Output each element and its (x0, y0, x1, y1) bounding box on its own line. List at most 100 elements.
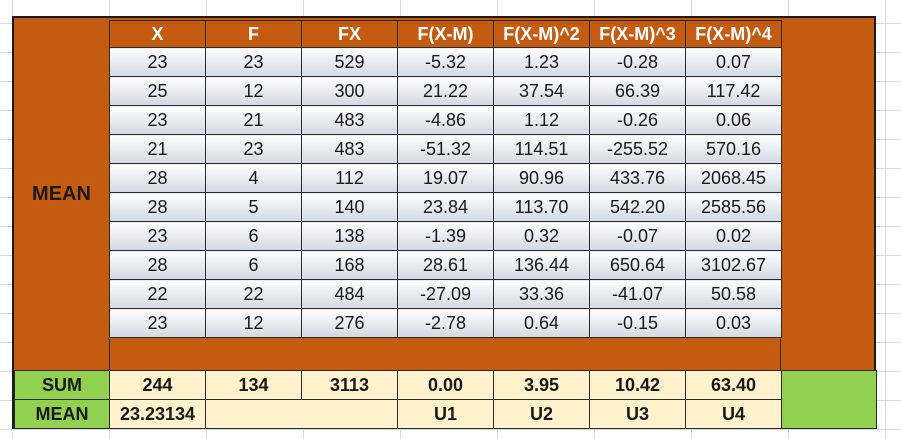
data-cell[interactable]: 21 (109, 134, 206, 164)
data-cell[interactable]: 3102.67 (685, 250, 782, 280)
data-cell[interactable]: -5.32 (397, 47, 494, 77)
data-cell[interactable]: 0.32 (493, 221, 590, 251)
column-header[interactable]: F(X-M)^4 (685, 20, 782, 48)
sum-label-cell[interactable]: SUM (14, 370, 110, 400)
data-cell[interactable]: 23 (205, 134, 302, 164)
data-cell[interactable]: 23 (109, 308, 206, 338)
data-cell[interactable]: -0.26 (589, 105, 686, 135)
data-cell[interactable]: 1.23 (493, 47, 590, 77)
sum-cell[interactable]: 3113 (301, 370, 398, 400)
column-header[interactable]: F(X-M) (397, 20, 494, 48)
data-cell[interactable]: 23 (109, 221, 206, 251)
data-cell[interactable]: 25 (109, 76, 206, 106)
column-header[interactable]: F(X-M)^2 (493, 20, 590, 48)
data-cell[interactable]: -2.78 (397, 308, 494, 338)
data-cell[interactable]: 23 (205, 47, 302, 77)
data-cell[interactable]: 0.06 (685, 105, 782, 135)
empty-merged-cell[interactable] (205, 399, 398, 429)
data-cell[interactable]: 542.20 (589, 192, 686, 222)
data-cell[interactable]: 138 (301, 221, 398, 251)
data-cell[interactable]: 21.22 (397, 76, 494, 106)
data-cell[interactable]: 483 (301, 134, 398, 164)
data-cell[interactable]: 0.02 (685, 221, 782, 251)
data-cell[interactable]: 0.03 (685, 308, 782, 338)
data-cell[interactable]: -0.07 (589, 221, 686, 251)
table-row: 23 6 138 -1.39 0.32 -0.07 0.02 (109, 221, 782, 251)
sum-cell[interactable]: 134 (205, 370, 302, 400)
data-cell[interactable]: 12 (205, 308, 302, 338)
data-cell[interactable]: 2585.56 (685, 192, 782, 222)
data-cell[interactable]: 22 (205, 279, 302, 309)
data-cell[interactable]: 136.44 (493, 250, 590, 280)
sum-cell[interactable]: 3.95 (493, 370, 590, 400)
moment-label-cell[interactable]: U2 (493, 399, 590, 429)
data-cell[interactable]: 112 (301, 163, 398, 193)
moment-label-cell[interactable]: U3 (589, 399, 686, 429)
data-cell[interactable]: 6 (205, 250, 302, 280)
data-cell[interactable]: -4.86 (397, 105, 494, 135)
data-cell[interactable]: 23 (109, 105, 206, 135)
data-cell[interactable]: 66.39 (589, 76, 686, 106)
sum-cell[interactable]: 244 (109, 370, 206, 400)
table-row: 28 6 168 28.61 136.44 650.64 3102.67 (109, 250, 782, 280)
side-mean-label: MEAN (32, 183, 91, 205)
data-cell[interactable]: 6 (205, 221, 302, 251)
data-cell[interactable]: 433.76 (589, 163, 686, 193)
data-cell[interactable]: 12 (205, 76, 302, 106)
moment-label-cell[interactable]: U4 (685, 399, 782, 429)
sum-cell[interactable]: 10.42 (589, 370, 686, 400)
data-cell[interactable]: 2068.45 (685, 163, 782, 193)
data-cell[interactable]: 90.96 (493, 163, 590, 193)
moment-label-cell[interactable]: U1 (397, 399, 494, 429)
data-cell[interactable]: -27.09 (397, 279, 494, 309)
data-cell[interactable]: 168 (301, 250, 398, 280)
column-header[interactable]: X (109, 20, 206, 48)
data-cell[interactable]: 484 (301, 279, 398, 309)
header-row: X F FX F(X-M) F(X-M)^2 F(X-M)^3 F(X-M)^4 (109, 20, 782, 48)
data-cell[interactable]: 117.42 (685, 76, 782, 106)
data-cell[interactable]: -255.52 (589, 134, 686, 164)
data-cell[interactable]: 28.61 (397, 250, 494, 280)
data-cell[interactable]: 23.84 (397, 192, 494, 222)
data-cell[interactable]: 276 (301, 308, 398, 338)
data-cell[interactable]: -0.15 (589, 308, 686, 338)
data-cell[interactable]: 113.70 (493, 192, 590, 222)
column-header[interactable]: F(X-M)^3 (589, 20, 686, 48)
data-cell[interactable]: 21 (205, 105, 302, 135)
table-row: 21 23 483 -51.32 114.51 -255.52 570.16 (109, 134, 782, 164)
data-cell[interactable]: -0.28 (589, 47, 686, 77)
data-cell[interactable]: -41.07 (589, 279, 686, 309)
data-cell[interactable]: 5 (205, 192, 302, 222)
column-header[interactable]: FX (301, 20, 398, 48)
data-cell[interactable]: 23 (109, 47, 206, 77)
data-cell[interactable]: 4 (205, 163, 302, 193)
column-header[interactable]: F (205, 20, 302, 48)
sum-cell[interactable]: 0.00 (397, 370, 494, 400)
data-cell[interactable]: 0.64 (493, 308, 590, 338)
data-cell[interactable]: -1.39 (397, 221, 494, 251)
data-cell[interactable]: 28 (109, 163, 206, 193)
data-cell[interactable]: 28 (109, 192, 206, 222)
data-cell[interactable]: 19.07 (397, 163, 494, 193)
data-cell[interactable]: 570.16 (685, 134, 782, 164)
mean-value-cell[interactable]: 23.23134 (109, 399, 206, 429)
data-cell[interactable]: 22 (109, 279, 206, 309)
data-cell[interactable]: 529 (301, 47, 398, 77)
data-cell[interactable]: 650.64 (589, 250, 686, 280)
data-cell[interactable]: 300 (301, 76, 398, 106)
green-end-cell[interactable] (781, 370, 877, 429)
data-cell[interactable]: 140 (301, 192, 398, 222)
data-cell[interactable]: 114.51 (493, 134, 590, 164)
data-cell[interactable]: 33.36 (493, 279, 590, 309)
data-cell[interactable]: 50.58 (685, 279, 782, 309)
sum-cell[interactable]: 63.40 (685, 370, 782, 400)
data-cell[interactable]: 37.54 (493, 76, 590, 106)
mean-label-cell[interactable]: MEAN (14, 399, 110, 429)
data-cell[interactable]: 0.07 (685, 47, 782, 77)
mean-row: MEAN 23.23134 U1 U2 U3 U4 (14, 399, 877, 429)
data-cell[interactable]: 28 (109, 250, 206, 280)
data-cell[interactable]: 1.12 (493, 105, 590, 135)
table-row: 23 23 529 -5.32 1.23 -0.28 0.07 (109, 47, 782, 77)
data-cell[interactable]: 483 (301, 105, 398, 135)
data-cell[interactable]: -51.32 (397, 134, 494, 164)
